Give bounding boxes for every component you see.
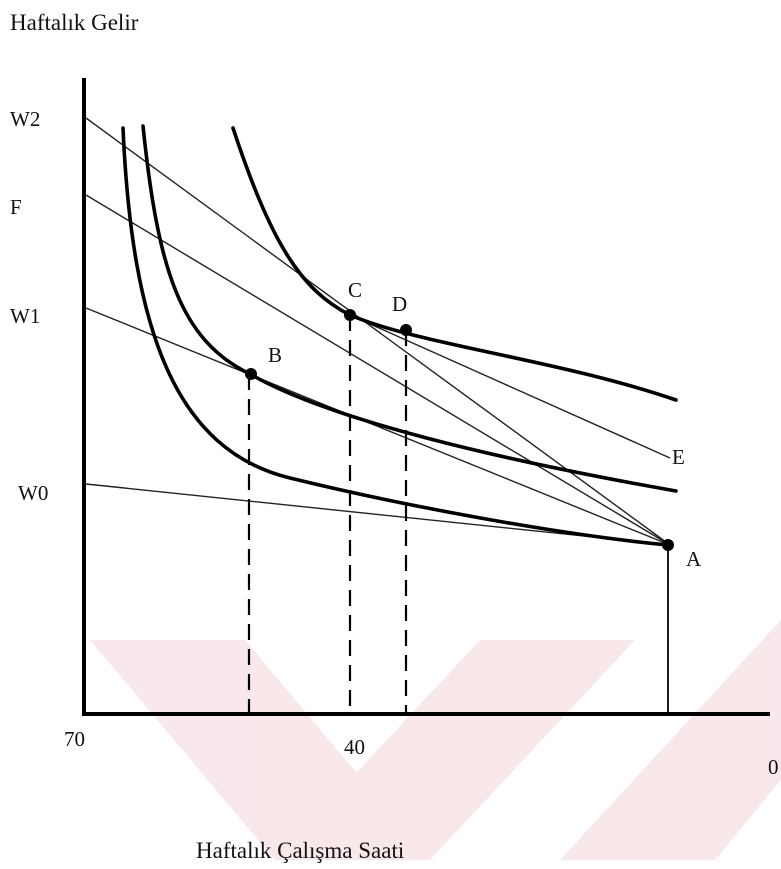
indifference-curve-u2 — [231, 126, 678, 402]
x-tick-0: 0 — [768, 755, 779, 779]
label-w2: W2 — [10, 107, 40, 131]
label-point-e: E — [672, 445, 685, 469]
point-b — [245, 368, 257, 380]
watermark — [90, 620, 781, 860]
x-tick-70: 70 — [64, 727, 85, 751]
label-point-b: B — [268, 343, 282, 367]
y-axis-title: Haftalık Gelir — [10, 10, 139, 35]
label-w1: W1 — [10, 304, 40, 328]
budget-line-w1 — [85, 307, 671, 546]
label-point-c: C — [348, 278, 362, 302]
label-f: F — [10, 195, 22, 219]
indifference-curve-u1 — [141, 124, 678, 493]
point-c — [344, 309, 356, 321]
indifference-curve-u0 — [121, 126, 670, 547]
budget-line-w2 — [85, 117, 671, 546]
x-tick-40: 40 — [344, 735, 365, 759]
label-point-a: A — [686, 547, 702, 571]
budget-line-f — [85, 194, 671, 546]
label-point-d: D — [392, 292, 407, 316]
x-axis-title: Haftalık Çalışma Saati — [196, 838, 404, 863]
label-w0: W0 — [18, 481, 48, 505]
budget-line-e — [349, 314, 671, 459]
point-a — [662, 539, 674, 551]
point-d — [400, 324, 412, 336]
